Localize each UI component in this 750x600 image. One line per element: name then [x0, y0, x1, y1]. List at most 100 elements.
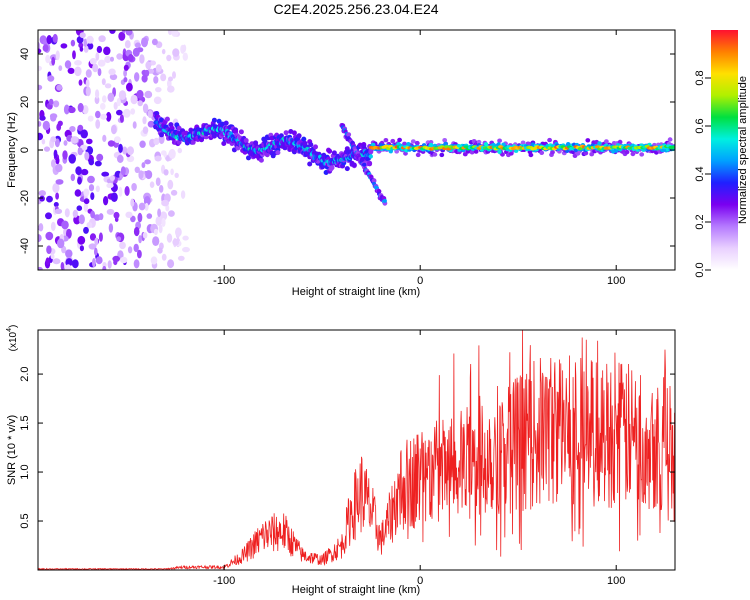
spectrogram-cell: [150, 60, 157, 66]
spectrogram-cell: [176, 125, 182, 131]
spectrogram-cell: [159, 185, 164, 193]
spectrogram-cell: [130, 94, 138, 105]
spectrogram-cell: [119, 114, 124, 123]
spectrogram-cell: [165, 155, 170, 162]
spectrogram-cell: [296, 133, 302, 139]
spectrogram-cell: [155, 64, 162, 72]
spectrogram-cell: [92, 258, 96, 268]
spectrogram-cell: [155, 87, 162, 93]
spectrogram-cell: [66, 228, 72, 239]
spectrogram-cell: [52, 258, 61, 265]
spectrogram-cell: [150, 256, 158, 265]
spectrogram-cell: [415, 152, 421, 158]
spectrogram-cell: [50, 221, 56, 231]
spectrogram-cell: [157, 247, 163, 254]
spectrogram-cell: [151, 38, 158, 46]
spectrogram-cell: [667, 137, 673, 142]
spectrogram-cell: [168, 210, 175, 217]
spectrogram-cell: [125, 30, 133, 36]
spectrogram-cell: [497, 150, 502, 154]
spectrogram-cell: [67, 67, 75, 74]
spectrogram-cell: [65, 258, 73, 267]
spectrogram-cell: [53, 100, 60, 108]
spectrogram-cell: [155, 177, 161, 186]
spectrogram-cell: [216, 118, 222, 124]
spectrogram-cell: [550, 150, 555, 155]
spectrogram-cell: [86, 35, 94, 44]
spectrogram-cell: [63, 140, 68, 146]
spectrogram-cell: [71, 259, 79, 269]
spectrogram-cell: [134, 42, 141, 48]
spectrogram-cell: [87, 175, 95, 184]
y-tick-label: 40: [19, 48, 31, 60]
spectrogram-cell: [83, 188, 90, 197]
spectrogram-cell: [211, 133, 217, 139]
spectrogram-cell: [38, 234, 42, 243]
spectrogram-cell: [168, 76, 173, 82]
spectrogram-cell: [77, 176, 82, 185]
spectrogram-cell: [95, 89, 100, 99]
spectrogram-cell: [118, 31, 126, 41]
spectrogram-cell: [62, 150, 68, 160]
spectrogram-cell: [83, 38, 88, 47]
y-tick-label: -20: [19, 190, 31, 206]
spectrogram-cell: [68, 154, 76, 164]
spectrogram-cell: [170, 189, 178, 196]
spectrogram-cell: [108, 68, 116, 76]
spectrogram-cell: [138, 170, 144, 180]
spectrogram-cell: [153, 96, 162, 105]
snr-multiplier-exponent: 4: [6, 328, 13, 332]
spectrogram-cell: [60, 43, 68, 49]
spectrogram-cell: [368, 149, 374, 155]
spectrogram-cell: [147, 110, 153, 119]
spectrogram-cell: [70, 173, 76, 182]
spectrogram-cell: [68, 106, 76, 114]
spectrogram-panel: -100 0 100 -40 -20 0 20 40 Height of straight l…: [6, 29, 676, 298]
spectrogram-cell: [308, 142, 314, 148]
spectrogram-cell: [172, 238, 180, 246]
spectrogram-cell: [42, 39, 48, 46]
spectrogram-cell: [64, 264, 72, 270]
spectrogram-cell: [161, 253, 167, 261]
spectrogram-cell: [77, 124, 84, 132]
spectrogram-cell: [85, 86, 91, 97]
spectrogram-cell: [61, 220, 69, 230]
spectrogram-cell: [275, 150, 281, 156]
spectrogram-cell: [90, 192, 95, 201]
spectrogram-cell: [329, 165, 335, 171]
spectrogram-cell: [144, 69, 150, 77]
spectrogram-cell: [639, 152, 645, 157]
spectrogram-cell: [139, 54, 145, 64]
spectrogram-cell: [124, 40, 131, 49]
spectrogram-cell: [106, 182, 114, 189]
spectrogram-cell: [82, 105, 89, 115]
spectrogram-cell: [566, 142, 571, 146]
spectrogram-cell: [144, 202, 149, 211]
spectrogram-cell: [117, 154, 124, 163]
spectrogram-cell: [107, 140, 115, 147]
spectrogram-cell: [95, 110, 101, 119]
spectrogram-cell: [102, 134, 107, 142]
spectrogram-cell: [104, 83, 112, 89]
y-tick-label: 1.5: [19, 415, 31, 430]
spectrogram-cell: [103, 196, 109, 206]
spectrogram-cell: [155, 216, 163, 226]
spectrogram-cell: [238, 129, 244, 135]
spectrogram-cell: [137, 100, 143, 107]
spectrogram-cell: [141, 74, 148, 83]
spectrogram-cell: [291, 130, 297, 136]
spectrogram-cell: [39, 115, 46, 121]
spectrogram-cell: [144, 159, 151, 165]
spectrogram-cell: [92, 63, 99, 73]
y-tick-label: 0.5: [19, 513, 31, 528]
spectrogram-cell: [154, 155, 162, 162]
spectrogram-cell: [87, 115, 94, 122]
spectrogram-cell: [141, 37, 148, 48]
spectrogram-cell: [134, 166, 140, 173]
snr-x-axis-label: Height of straight line (km): [292, 584, 420, 596]
spectrogram-cell: [167, 179, 174, 190]
spectrogram-cell: [74, 189, 82, 197]
spectrogram-cell: [83, 226, 89, 234]
spectrogram-cell: [157, 208, 162, 217]
spectrogram-cell: [42, 44, 49, 52]
